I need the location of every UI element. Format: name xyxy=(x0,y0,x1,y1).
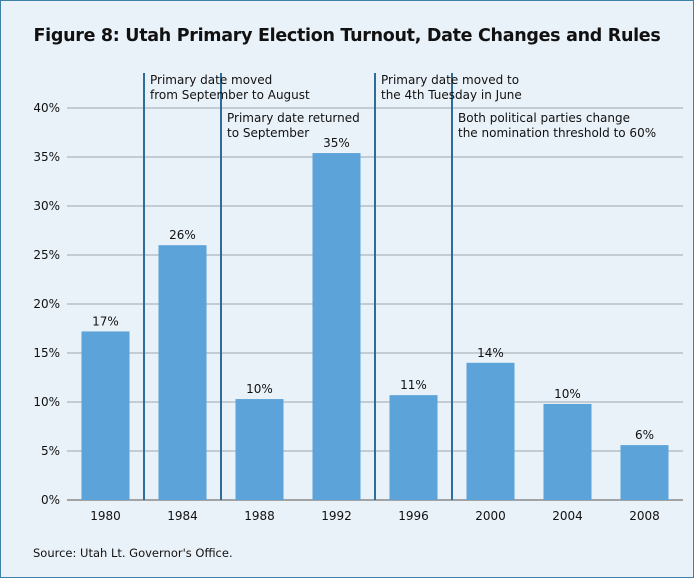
x-tick-label: 1988 xyxy=(244,509,275,523)
x-tick-label: 2004 xyxy=(552,509,583,523)
x-tick-label: 1984 xyxy=(167,509,198,523)
y-tick-label: 20% xyxy=(33,297,60,311)
x-tick-label: 2008 xyxy=(629,509,660,523)
data-label: 35% xyxy=(323,136,350,150)
annotation-text: Primary date moved to xyxy=(381,73,519,87)
x-tick-label: 2000 xyxy=(475,509,506,523)
annotation-text: the nomination threshold to 60% xyxy=(458,126,656,140)
y-tick-label: 30% xyxy=(33,199,60,213)
x-tick-label: 1992 xyxy=(321,509,352,523)
y-tick-label: 25% xyxy=(33,248,60,262)
data-label: 10% xyxy=(246,382,273,396)
data-label: 17% xyxy=(92,314,119,328)
bar xyxy=(312,153,361,500)
y-tick-label: 40% xyxy=(33,101,60,115)
data-label: 6% xyxy=(635,428,654,442)
annotation-text: Primary date moved xyxy=(150,73,272,87)
bar xyxy=(81,331,130,500)
chart-title: Figure 8: Utah Primary Election Turnout,… xyxy=(33,26,661,46)
annotation-text: Both political parties change xyxy=(458,111,630,125)
bar xyxy=(389,395,438,500)
y-tick-label: 0% xyxy=(41,493,60,507)
x-tick-label: 1980 xyxy=(90,509,121,523)
x-tick-label: 1996 xyxy=(398,509,429,523)
y-tick-label: 10% xyxy=(33,395,60,409)
data-label: 26% xyxy=(169,228,196,242)
y-tick-label: 35% xyxy=(33,150,60,164)
bar xyxy=(543,403,592,500)
annotation-text: the 4th Tuesday in June xyxy=(381,88,522,102)
bar xyxy=(620,445,669,500)
annotation-text: Primary date returned xyxy=(227,111,360,125)
data-label: 14% xyxy=(477,346,504,360)
data-label: 10% xyxy=(554,387,581,401)
source-note: Source: Utah Lt. Governor's Office. xyxy=(33,546,233,560)
bar xyxy=(158,245,207,500)
annotation-text: to September xyxy=(227,126,309,140)
bar xyxy=(466,362,515,500)
y-tick-label: 15% xyxy=(33,346,60,360)
bar xyxy=(235,399,284,500)
y-tick-label: 5% xyxy=(41,444,60,458)
data-label: 11% xyxy=(400,378,427,392)
annotation-text: from September to August xyxy=(150,88,310,102)
